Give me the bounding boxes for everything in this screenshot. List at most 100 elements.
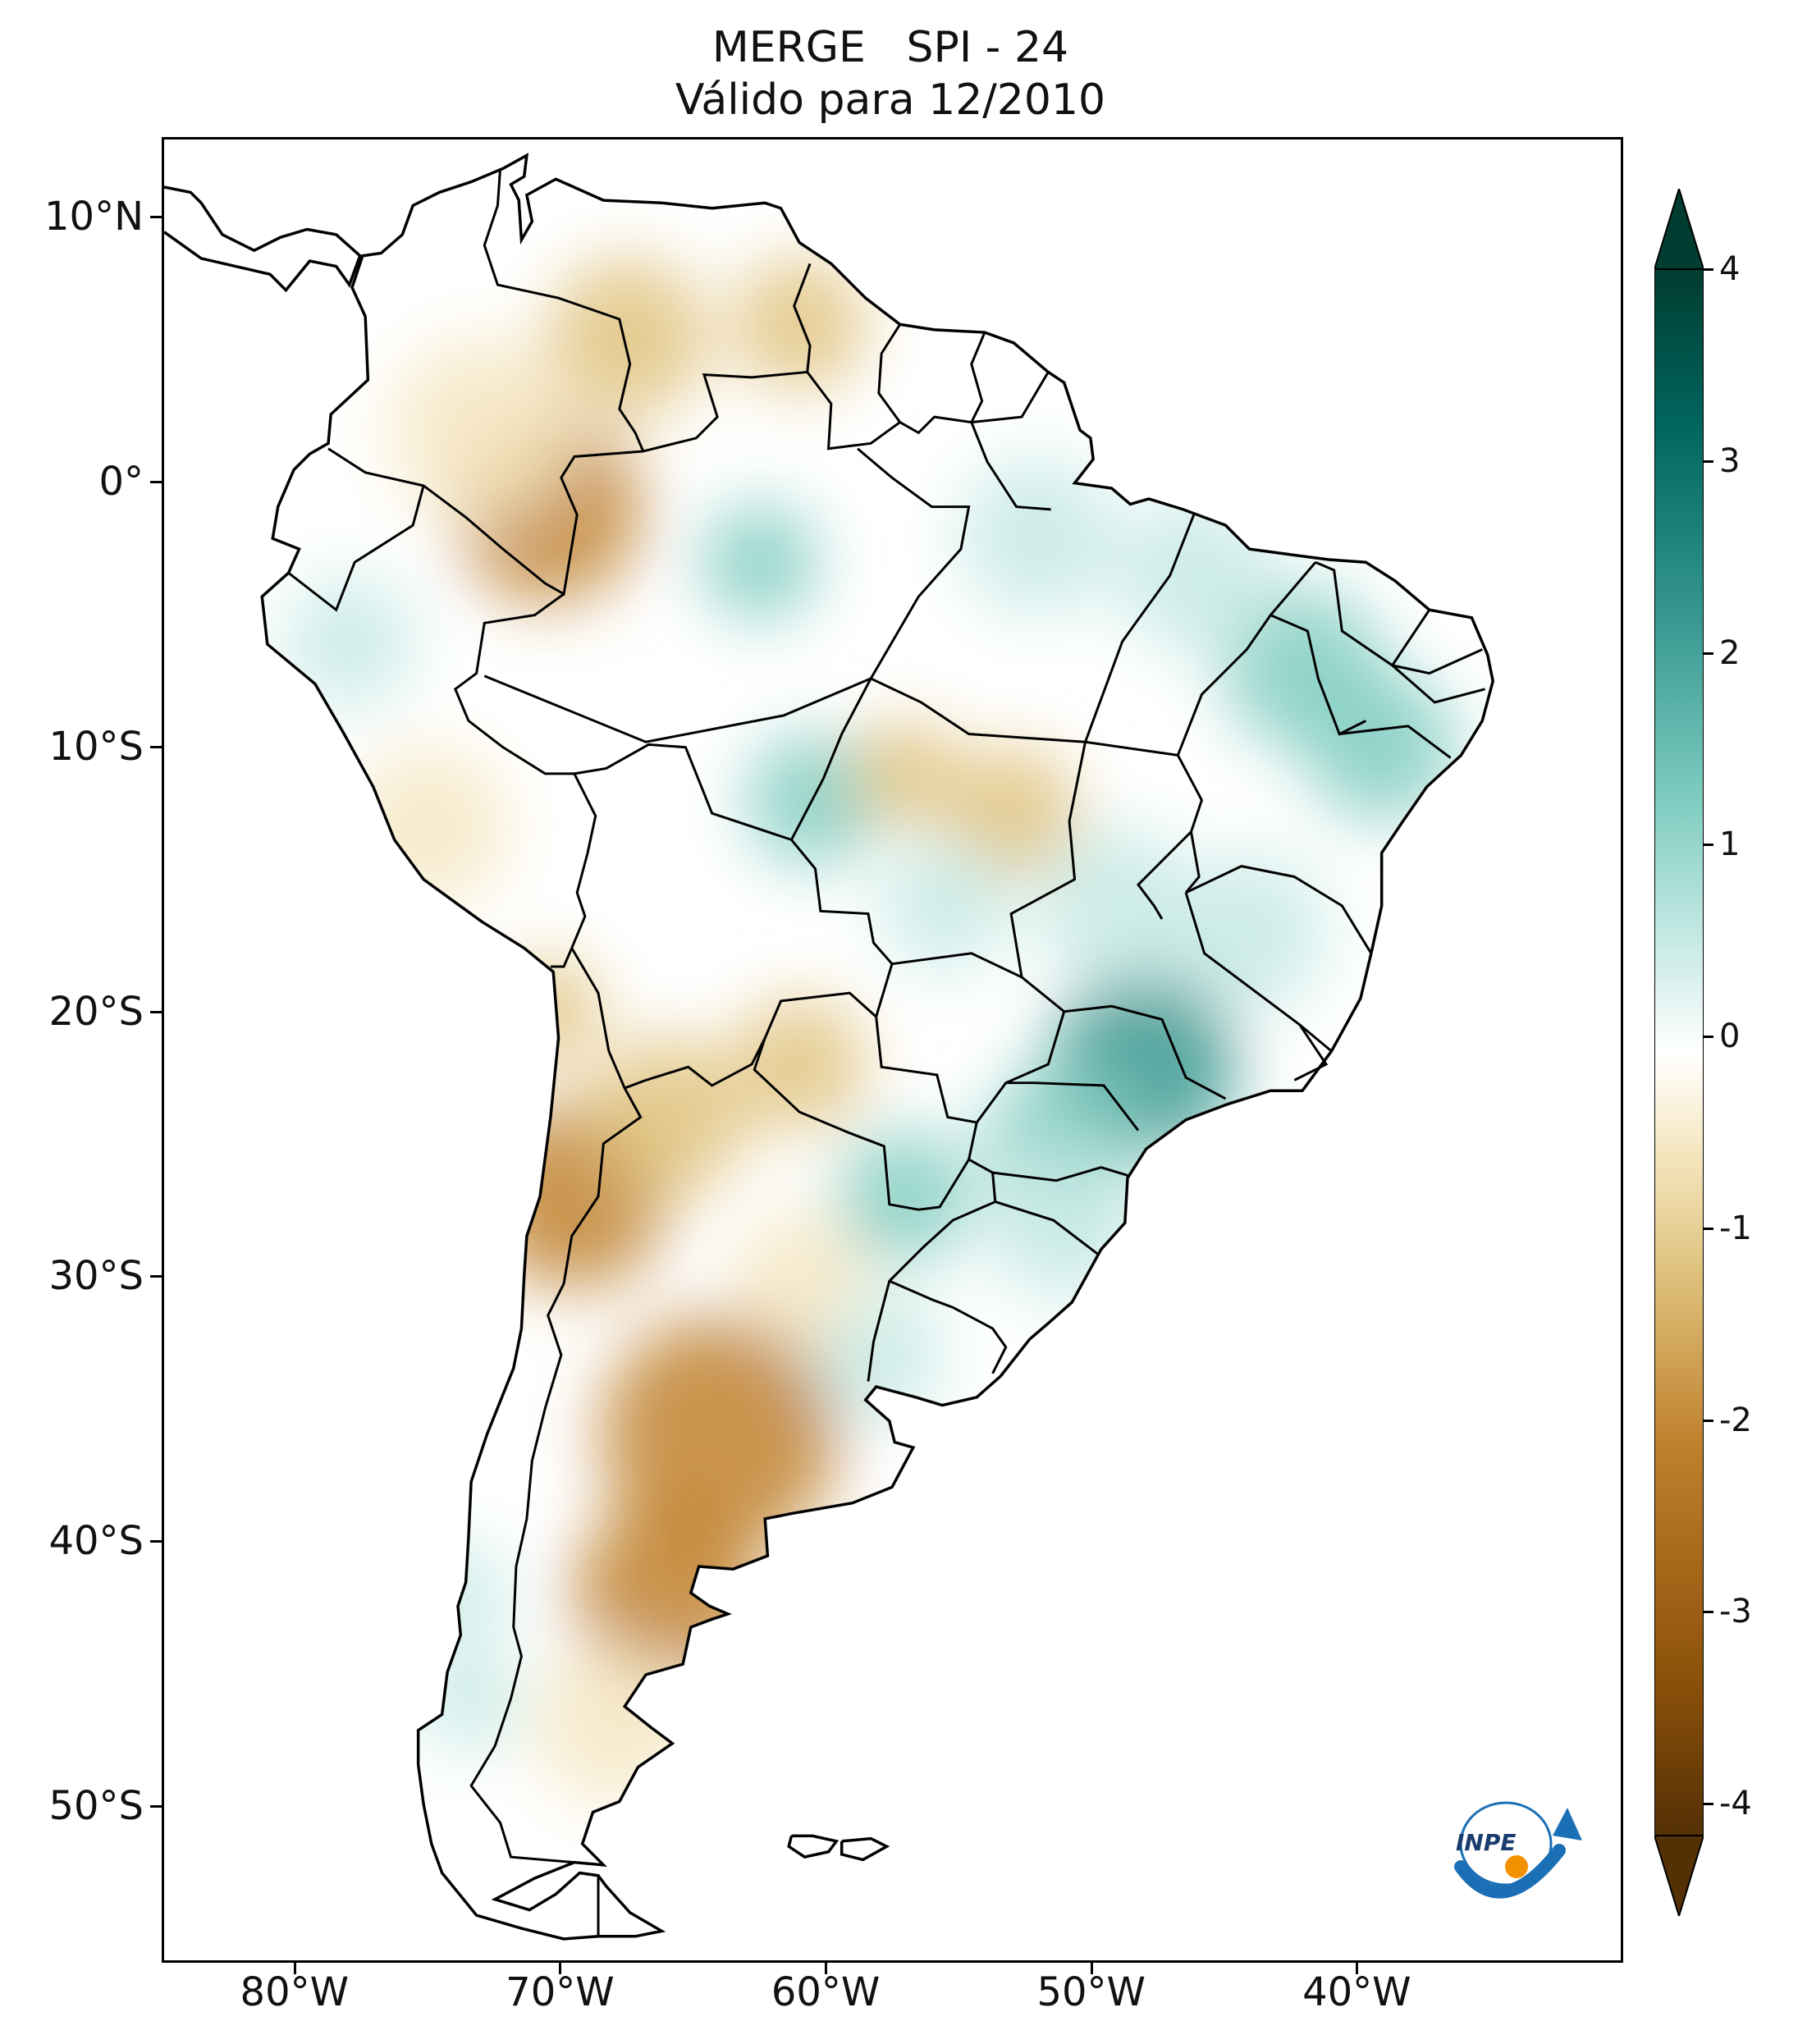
spi-anomaly-field: [283, 258, 1457, 1804]
lon-tick: [293, 1963, 296, 1974]
colorbar-tick: [1704, 844, 1713, 847]
colorbar-tick: [1704, 460, 1713, 463]
border-line: [453, 592, 597, 968]
lat-tick: [150, 1540, 162, 1543]
border-line: [287, 485, 425, 612]
border-line: [790, 678, 872, 841]
lat-tick-label: 20°S: [48, 988, 144, 1035]
border-line: [643, 370, 807, 453]
lat-tick-label: 50°S: [48, 1783, 144, 1830]
border-line: [1270, 614, 1367, 736]
border-line: [1137, 830, 1192, 920]
lat-tick-label: 40°S: [48, 1518, 144, 1565]
anomaly-patch: [283, 575, 416, 708]
colorbar-tick-label: -3: [1719, 1593, 1752, 1631]
colorbar-tick: [1704, 1227, 1713, 1230]
border-line: [1177, 754, 1373, 954]
border-line: [995, 1200, 1100, 1256]
anomaly-patch: [601, 1315, 840, 1553]
anomaly-patch: [984, 1143, 1144, 1302]
lat-tick: [150, 745, 162, 748]
anomaly-patch: [839, 1130, 972, 1263]
logo-arrowhead: [1553, 1808, 1582, 1841]
anomaly-patch: [958, 456, 1118, 615]
border-line: [1176, 561, 1317, 756]
anomaly-patch: [852, 720, 958, 827]
lon-tick: [1090, 1963, 1093, 1974]
lon-tick: [559, 1963, 562, 1974]
border-line: [806, 371, 1050, 450]
border-line: [877, 323, 901, 423]
anomaly-patch: [733, 998, 866, 1131]
map-title: MERGE SPI - 24: [711, 23, 1069, 72]
map-panel: [162, 137, 1623, 1963]
border-line: [992, 1166, 1128, 1182]
anomaly-patch: [1307, 673, 1457, 821]
anomaly-patch: [733, 1209, 866, 1342]
colorbar-tick: [1704, 1419, 1713, 1422]
colorbar-tick-label: 1: [1719, 825, 1741, 864]
border-line: [1009, 741, 1087, 978]
border-line: [574, 743, 894, 1017]
anomaly-patch: [588, 1037, 747, 1197]
south-america-map: [164, 153, 1495, 1941]
anomaly-patch: [878, 839, 1012, 972]
border-line: [1064, 1004, 1227, 1100]
border-line: [1184, 892, 1333, 1053]
anomaly-patch: [547, 258, 707, 418]
lat-tick-label: 10°N: [44, 193, 144, 240]
lat-tick: [150, 480, 162, 483]
logo-text: INPE: [1456, 1829, 1517, 1856]
colorbar-tick-label: -2: [1719, 1401, 1752, 1439]
coastline: [164, 153, 1495, 1941]
lon-tick-label: 50°W: [1036, 1969, 1146, 2015]
lat-tick-label: 10°S: [48, 723, 144, 770]
border-line: [483, 168, 645, 452]
border-line: [793, 263, 812, 373]
colorbar: [1654, 189, 1704, 1916]
lon-tick: [1356, 1963, 1359, 1974]
lat-tick: [150, 1010, 162, 1013]
colorbar-tick-label: 0: [1719, 1017, 1741, 1055]
border-line: [469, 1087, 643, 1864]
lat-tick-label: 30°S: [48, 1253, 144, 1300]
border-line: [753, 1037, 970, 1211]
colorbar-tick-label: -1: [1719, 1209, 1752, 1247]
colorbar-tick: [1704, 652, 1713, 655]
inpe-logo: INPE: [1454, 1801, 1582, 1899]
anomaly-patch: [402, 1539, 509, 1646]
border-line: [875, 1016, 979, 1160]
lon-tick-label: 70°W: [506, 1969, 615, 2015]
border-line: [1392, 648, 1483, 675]
border-line: [1084, 514, 1196, 743]
lon-tick-label: 60°W: [771, 1969, 881, 2015]
anomaly-patch: [1169, 853, 1329, 1012]
map-subtitle: Válido para 12/2010: [675, 75, 1106, 125]
anomaly-patch: [389, 337, 574, 523]
anomaly-patch: [415, 1645, 522, 1752]
colorbar-scale: [1654, 268, 1704, 1836]
lat-tick: [150, 1275, 162, 1278]
lon-tick-label: 80°W: [240, 1969, 350, 2015]
lat-tick-label: 0°: [98, 458, 144, 505]
colorbar-tick: [1704, 1803, 1713, 1805]
border-line: [867, 1158, 997, 1382]
colorbar-tick-label: 4: [1719, 250, 1741, 288]
colorbar-tick-label: -4: [1719, 1785, 1752, 1822]
country-borders: [287, 168, 1485, 1937]
colorbar-tick: [1704, 1611, 1713, 1614]
lon-tick-label: 40°W: [1302, 1969, 1411, 2015]
colorbar-tick: [1704, 1036, 1713, 1038]
anomaly-patch: [733, 258, 866, 391]
colorbar-min-extension: [1654, 1835, 1704, 1916]
border-line: [970, 332, 986, 423]
lon-tick: [825, 1963, 828, 1974]
border-line: [889, 1279, 1008, 1374]
logo-swoosh: [1454, 1844, 1566, 1899]
lat-tick: [150, 215, 162, 218]
anomaly-patch: [495, 958, 602, 1065]
falkland-islands: [787, 1834, 890, 1862]
anomaly-patch: [701, 504, 818, 621]
anomaly-patch: [1117, 496, 1276, 655]
border-line: [1315, 560, 1431, 667]
